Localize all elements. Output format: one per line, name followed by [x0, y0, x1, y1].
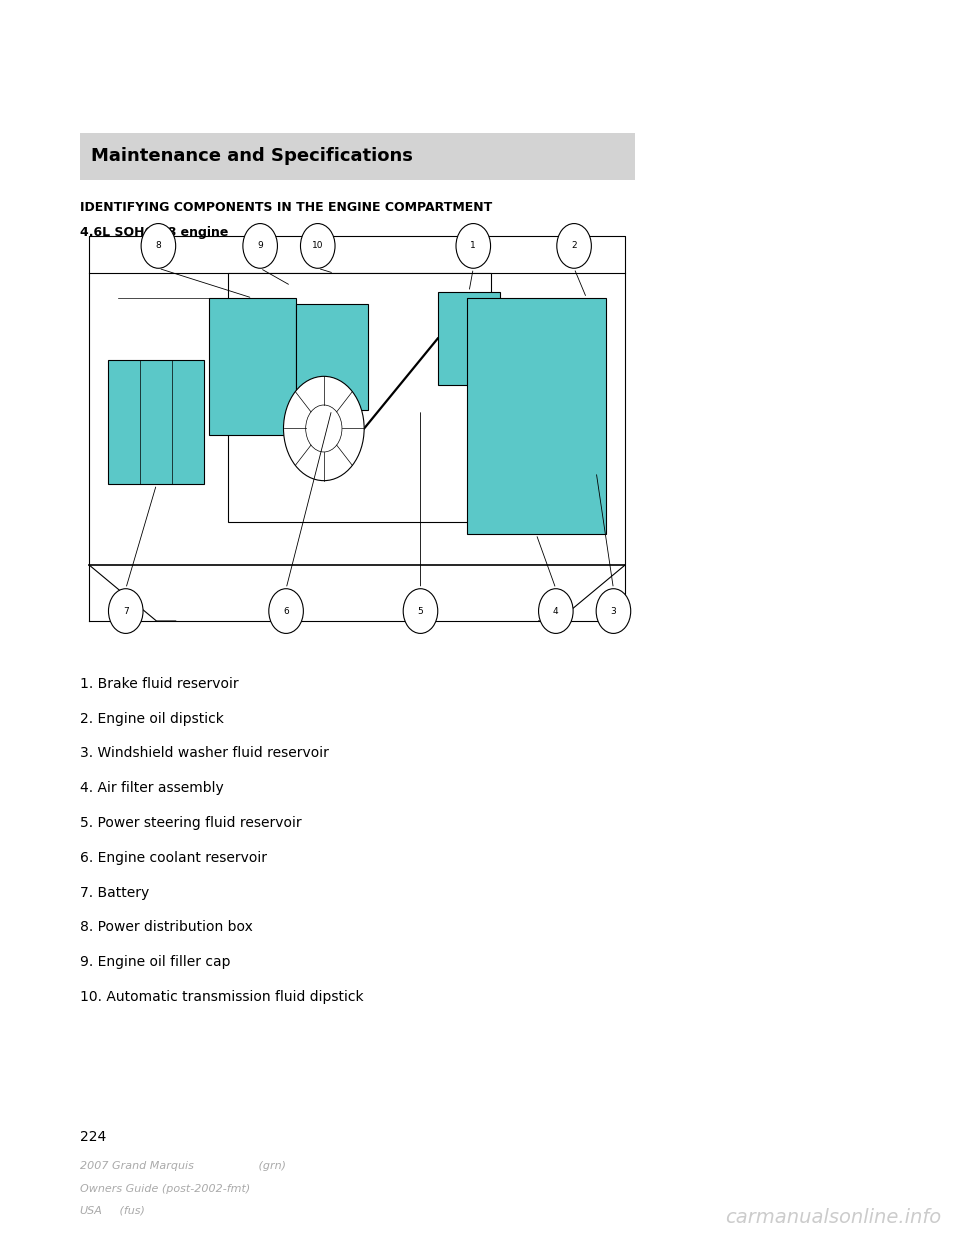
Circle shape [108, 589, 143, 633]
Circle shape [141, 224, 176, 268]
Text: 4. Air filter assembly: 4. Air filter assembly [80, 781, 224, 795]
Text: 10: 10 [312, 241, 324, 251]
Text: IDENTIFYING COMPONENTS IN THE ENGINE COMPARTMENT: IDENTIFYING COMPONENTS IN THE ENGINE COM… [80, 201, 492, 214]
Text: 7. Battery: 7. Battery [80, 886, 149, 899]
FancyBboxPatch shape [108, 360, 204, 484]
Text: 2. Engine oil dipstick: 2. Engine oil dipstick [80, 712, 224, 725]
Text: 8. Power distribution box: 8. Power distribution box [80, 920, 252, 934]
Circle shape [283, 376, 364, 481]
Text: 2007 Grand Marquis: 2007 Grand Marquis [80, 1161, 194, 1171]
Text: USA: USA [80, 1206, 103, 1216]
FancyBboxPatch shape [467, 298, 606, 534]
Circle shape [300, 224, 335, 268]
Text: 6: 6 [283, 606, 289, 616]
Text: 8: 8 [156, 241, 161, 251]
Text: 2: 2 [571, 241, 577, 251]
FancyBboxPatch shape [80, 133, 635, 180]
Text: Owners Guide (post-2002-fmt): Owners Guide (post-2002-fmt) [80, 1184, 250, 1194]
Text: Maintenance and Specifications: Maintenance and Specifications [91, 148, 413, 165]
Text: 3. Windshield washer fluid reservoir: 3. Windshield washer fluid reservoir [80, 746, 328, 760]
Text: 1. Brake fluid reservoir: 1. Brake fluid reservoir [80, 677, 238, 691]
Circle shape [557, 224, 591, 268]
Text: 3: 3 [611, 606, 616, 616]
Circle shape [456, 224, 491, 268]
Text: 6. Engine coolant reservoir: 6. Engine coolant reservoir [80, 851, 267, 864]
Text: 9: 9 [257, 241, 263, 251]
FancyBboxPatch shape [296, 304, 368, 410]
Text: 4: 4 [553, 606, 559, 616]
Text: 7: 7 [123, 606, 129, 616]
Text: 1: 1 [470, 241, 476, 251]
Text: 5. Power steering fluid reservoir: 5. Power steering fluid reservoir [80, 816, 301, 830]
Circle shape [305, 405, 342, 452]
FancyBboxPatch shape [209, 298, 296, 435]
Text: 5: 5 [418, 606, 423, 616]
Text: 10. Automatic transmission fluid dipstick: 10. Automatic transmission fluid dipstic… [80, 990, 363, 1004]
Text: carmanualsonline.info: carmanualsonline.info [725, 1208, 941, 1227]
Text: 4.6L SOHC V8 engine: 4.6L SOHC V8 engine [80, 226, 228, 238]
Circle shape [269, 589, 303, 633]
Text: (grn): (grn) [255, 1161, 286, 1171]
FancyBboxPatch shape [438, 292, 500, 385]
Text: 224: 224 [80, 1130, 106, 1144]
Circle shape [596, 589, 631, 633]
Circle shape [539, 589, 573, 633]
FancyBboxPatch shape [228, 273, 491, 522]
Circle shape [403, 589, 438, 633]
Text: 9. Engine oil filler cap: 9. Engine oil filler cap [80, 955, 230, 969]
Circle shape [243, 224, 277, 268]
Text: (fus): (fus) [116, 1206, 145, 1216]
